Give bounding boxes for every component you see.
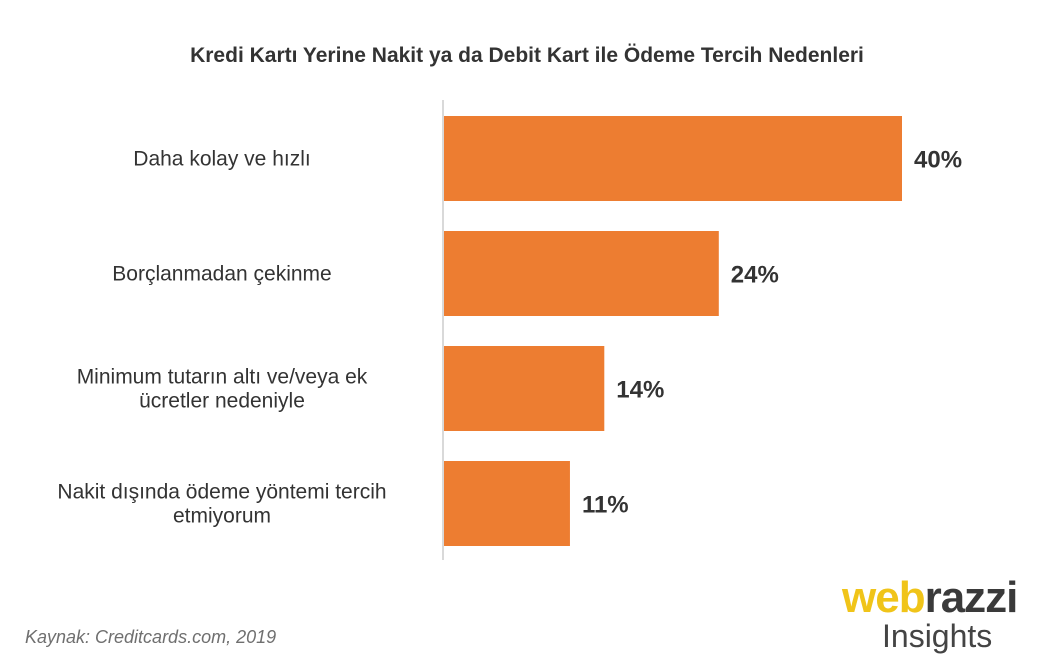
category-label-0: Daha kolay ve hızlı xyxy=(133,148,310,171)
value-label-2: 14% xyxy=(616,377,664,404)
logo-subtitle: Insights xyxy=(882,618,993,654)
category-label-2-line-1: ücretler nedeniyle xyxy=(139,390,305,413)
category-label-3-line-1: etmiyorum xyxy=(173,505,271,528)
bar-0 xyxy=(444,116,902,201)
category-label-3-line-0: Nakit dışında ödeme yöntemi tercih xyxy=(57,481,386,504)
value-label-1: 24% xyxy=(731,262,779,289)
category-label-1-line-0: Borçlanmadan çekinme xyxy=(112,263,331,286)
webrazzi-insights-logo: webrazzi Insights xyxy=(842,574,1042,664)
source-note: Kaynak: Creditcards.com, 2019 xyxy=(25,627,277,647)
bar-1 xyxy=(444,231,719,316)
value-label-0: 40% xyxy=(914,147,962,174)
bar-3 xyxy=(444,461,570,546)
value-label-3: 11% xyxy=(582,492,629,519)
category-label-3: Nakit dışında ödeme yöntemi tercih etmiyo… xyxy=(57,481,386,528)
logo-razzi: razzi xyxy=(924,573,1019,622)
category-label-2: Minimum tutarın altı ve/veya ek ücretler … xyxy=(77,366,368,413)
logo-wordmark: webrazzi xyxy=(842,573,1019,622)
category-label-2-line-0: Minimum tutarın altı ve/veya ek xyxy=(77,366,368,389)
category-label-1: Borçlanmadan çekinme xyxy=(112,263,331,286)
category-label-0-line-0: Daha kolay ve hızlı xyxy=(133,148,310,171)
bar-2 xyxy=(444,346,605,431)
logo-web: web xyxy=(842,573,926,622)
chart-title: Kredi Kartı Yerine Nakit ya da Debit Kar… xyxy=(190,44,864,67)
